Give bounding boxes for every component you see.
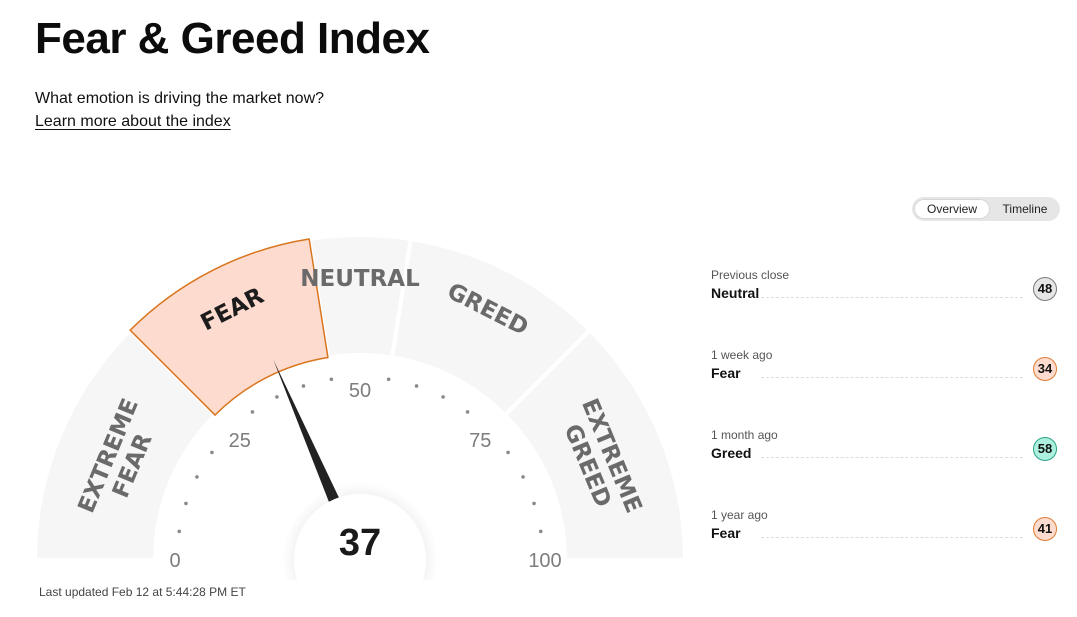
tab-overview[interactable]: Overview	[914, 199, 990, 219]
tick-dot	[538, 529, 543, 534]
history-label: Neutral	[711, 285, 760, 301]
tick-label-100: 100	[528, 550, 561, 572]
learn-more-link[interactable]: Learn more about the index	[35, 113, 231, 130]
history-divider	[761, 457, 1023, 458]
tick-label-0: 0	[169, 550, 180, 572]
history-period: 1 week ago	[711, 348, 773, 362]
history-value-badge: 41	[1033, 517, 1057, 541]
tick-dot	[506, 450, 510, 455]
gauge-needle-group: 37	[273, 359, 438, 580]
history-divider	[761, 537, 1023, 538]
tick-dot	[414, 384, 419, 388]
page-subtitle: What emotion is driving the market now?	[35, 90, 325, 107]
history-divider	[761, 297, 1023, 298]
history-value-badge: 34	[1033, 357, 1057, 381]
tick-dot	[532, 501, 536, 506]
history-label: Fear	[711, 365, 741, 381]
history-divider	[761, 377, 1023, 378]
tick-dot	[521, 475, 525, 479]
tick-dot	[386, 377, 391, 382]
tick-dot	[301, 384, 306, 388]
tick-dot	[177, 529, 182, 534]
tick-label-75: 75	[469, 430, 491, 452]
history-label: Fear	[711, 525, 741, 541]
history-value-badge: 58	[1033, 437, 1057, 461]
history-item-1-week: 1 week ago Fear 34	[711, 348, 1057, 398]
history-period: 1 year ago	[711, 508, 768, 522]
tick-label-25: 25	[229, 430, 251, 452]
gauge-value: 37	[339, 522, 381, 564]
tick-dot	[465, 410, 470, 414]
gauge-hub	[294, 494, 426, 580]
view-toggle: Overview Timeline	[912, 197, 1060, 221]
history-period: 1 month ago	[711, 428, 778, 442]
tab-timeline[interactable]: Timeline	[1002, 202, 1048, 216]
tick-dot	[329, 377, 334, 382]
tick-dot	[275, 395, 279, 399]
tick-dot	[195, 475, 199, 479]
tick-dot	[250, 410, 255, 414]
gauge-needle	[273, 359, 346, 517]
history-item-1-month: 1 month ago Greed 58	[711, 428, 1057, 478]
history-period: Previous close	[711, 268, 790, 282]
tick-label-50: 50	[349, 380, 371, 402]
page-title: Fear & Greed Index	[35, 14, 430, 63]
gauge-ticks: 0 25 50 75 100	[169, 377, 562, 572]
history-item-1-year: 1 year ago Fear 41	[711, 508, 1057, 558]
zone-label-neutral: NEUTRAL	[300, 266, 420, 292]
last-updated: Last updated Feb 12 at 5:44:28 PM ET	[39, 585, 246, 599]
history-value-badge: 48	[1033, 277, 1057, 301]
history-item-previous-close: Previous close Neutral 48	[711, 268, 1057, 318]
history-label: Greed	[711, 445, 752, 461]
tick-dot	[184, 501, 188, 506]
tick-dot	[210, 450, 214, 455]
zone-extreme-greed	[502, 328, 687, 562]
tick-dot	[441, 395, 445, 399]
